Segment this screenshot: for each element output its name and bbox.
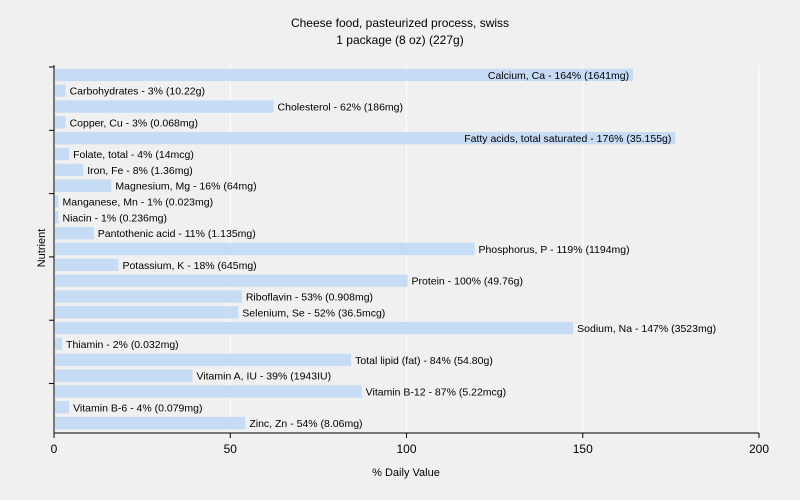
- bar: [55, 274, 408, 287]
- bar-label: Riboflavin - 53% (0.908mg): [246, 291, 373, 303]
- bar: [55, 242, 475, 256]
- bar-label: Potassium, K - 18% (645mg): [122, 260, 256, 272]
- bar: [55, 116, 66, 129]
- bar-label: Iron, Fe - 8% (1.36mg): [87, 165, 193, 177]
- bar: [55, 337, 63, 351]
- bar-label: Sodium, Na - 147% (3523mg): [577, 323, 716, 335]
- x-tick-label: 100: [396, 442, 416, 456]
- bar: [55, 132, 676, 145]
- bar: [55, 321, 574, 335]
- bar: [55, 100, 274, 113]
- bar-label: Protein - 100% (49.76g): [412, 276, 523, 288]
- bar-label: Folate, total - 4% (14mcg): [73, 149, 194, 161]
- bar: [55, 369, 193, 382]
- bar: [55, 306, 239, 319]
- bar: [55, 416, 246, 430]
- bar: [55, 84, 66, 97]
- x-tick-label: 150: [573, 442, 593, 456]
- bar: [55, 147, 70, 161]
- bar: [55, 290, 242, 303]
- x-tick-label: 0: [51, 442, 58, 456]
- bar-label: Niacin - 1% (0.236mg): [63, 212, 167, 224]
- bar-label: Copper, Cu - 3% (0.068mg): [70, 117, 198, 129]
- bar: [55, 258, 119, 271]
- bar: [55, 227, 94, 240]
- bar: [55, 353, 352, 366]
- bar: [55, 401, 70, 414]
- bar-label: Phosphorus, P - 119% (1194mg): [478, 244, 629, 256]
- bar: [55, 163, 84, 177]
- bar-label: Manganese, Mn - 1% (0.023mg): [63, 197, 214, 209]
- bar-label: Selenium, Se - 52% (36.5mcg): [242, 307, 385, 319]
- bar-label: Magnesium, Mg - 16% (64mg): [115, 181, 256, 193]
- bar-label: Vitamin B-6 - 4% (0.079mg): [73, 402, 202, 414]
- x-tick-label: 200: [749, 442, 769, 456]
- bar: [55, 211, 59, 224]
- axes: 0 50 100 150 200: [49, 65, 769, 456]
- bar-label: Pantothenic acid - 11% (1.135mg): [98, 228, 256, 240]
- bar: [55, 195, 59, 208]
- bar-label: Fatty acids, total saturated - 176% (35.…: [464, 133, 671, 145]
- y-axis-title: Nutrient: [36, 229, 48, 268]
- bars: Calcium, Ca - 164% (1641mg) Carbohydrates…: [55, 68, 716, 430]
- bar-label: Thiamin - 2% (0.032mg): [66, 339, 179, 351]
- bar: [55, 179, 112, 192]
- bar-label: Calcium, Ca - 164% (1641mg): [488, 70, 629, 82]
- x-tick-label: 50: [224, 442, 238, 456]
- bar-label: Cholesterol - 62% (186mg): [278, 102, 403, 114]
- bar-label: Carbohydrates - 3% (10.22g): [70, 86, 205, 98]
- chart-title: Cheese food, pasteurized process, swiss: [291, 16, 509, 30]
- bar: [55, 68, 634, 82]
- x-axis-title: % Daily Value: [372, 467, 440, 479]
- bar-label: Vitamin A, IU - 39% (1943IU): [196, 371, 331, 383]
- bar-label: Vitamin B-12 - 87% (5.22mcg): [366, 386, 506, 398]
- chart-subtitle: 1 package (8 oz) (227g): [336, 33, 463, 47]
- bar: [55, 385, 362, 398]
- bar-label: Total lipid (fat) - 84% (54.80g): [355, 355, 493, 367]
- bar-label: Zinc, Zn - 54% (8.06mg): [249, 418, 362, 430]
